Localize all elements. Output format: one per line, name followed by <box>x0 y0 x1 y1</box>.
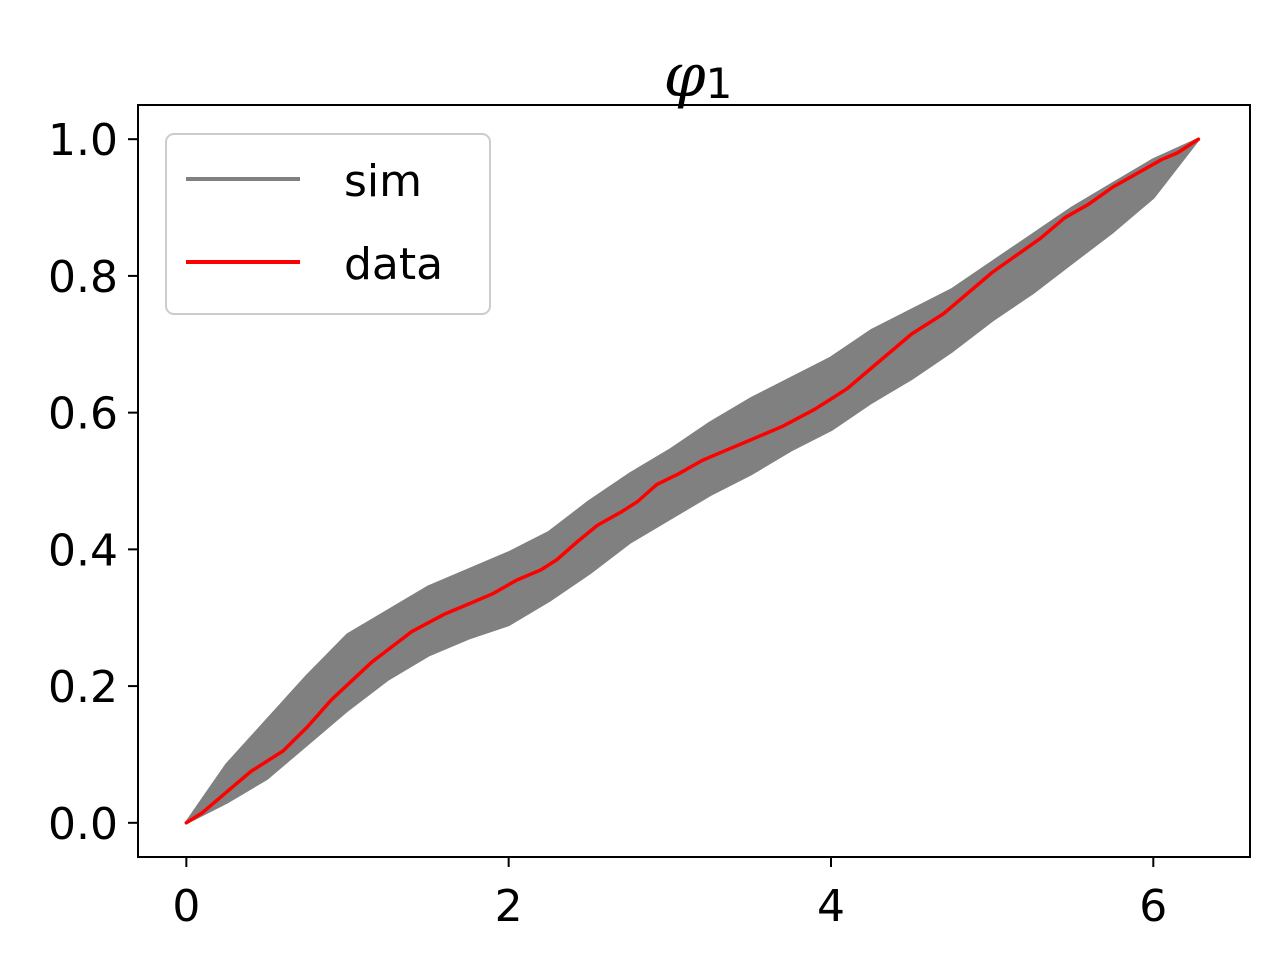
plot-area <box>184 137 1201 825</box>
axes: 0 2 4 6 0.0 0.2 0.4 0.6 0.8 1.0 <box>48 104 1251 932</box>
x-tick-label: 6 <box>1139 881 1167 932</box>
y-tick-label: 0.2 <box>48 662 118 713</box>
chart-title: φ1 <box>664 41 733 111</box>
y-tick-label: 0.0 <box>48 799 118 850</box>
x-tick-label: 4 <box>817 881 845 932</box>
y-tick-label: 1.0 <box>48 115 118 166</box>
y-tick-label: 0.8 <box>48 252 118 303</box>
y-tick-label: 0.6 <box>48 389 118 440</box>
legend: sim data <box>165 133 491 315</box>
x-tick-label: 2 <box>495 881 523 932</box>
data-series-line <box>184 137 1201 825</box>
plot-frame <box>137 104 1251 858</box>
y-tick-label: 0.4 <box>48 525 118 576</box>
legend-data-label: data <box>344 239 443 290</box>
x-tick-label: 0 <box>172 881 200 932</box>
legend-sim-label: sim <box>344 156 422 207</box>
